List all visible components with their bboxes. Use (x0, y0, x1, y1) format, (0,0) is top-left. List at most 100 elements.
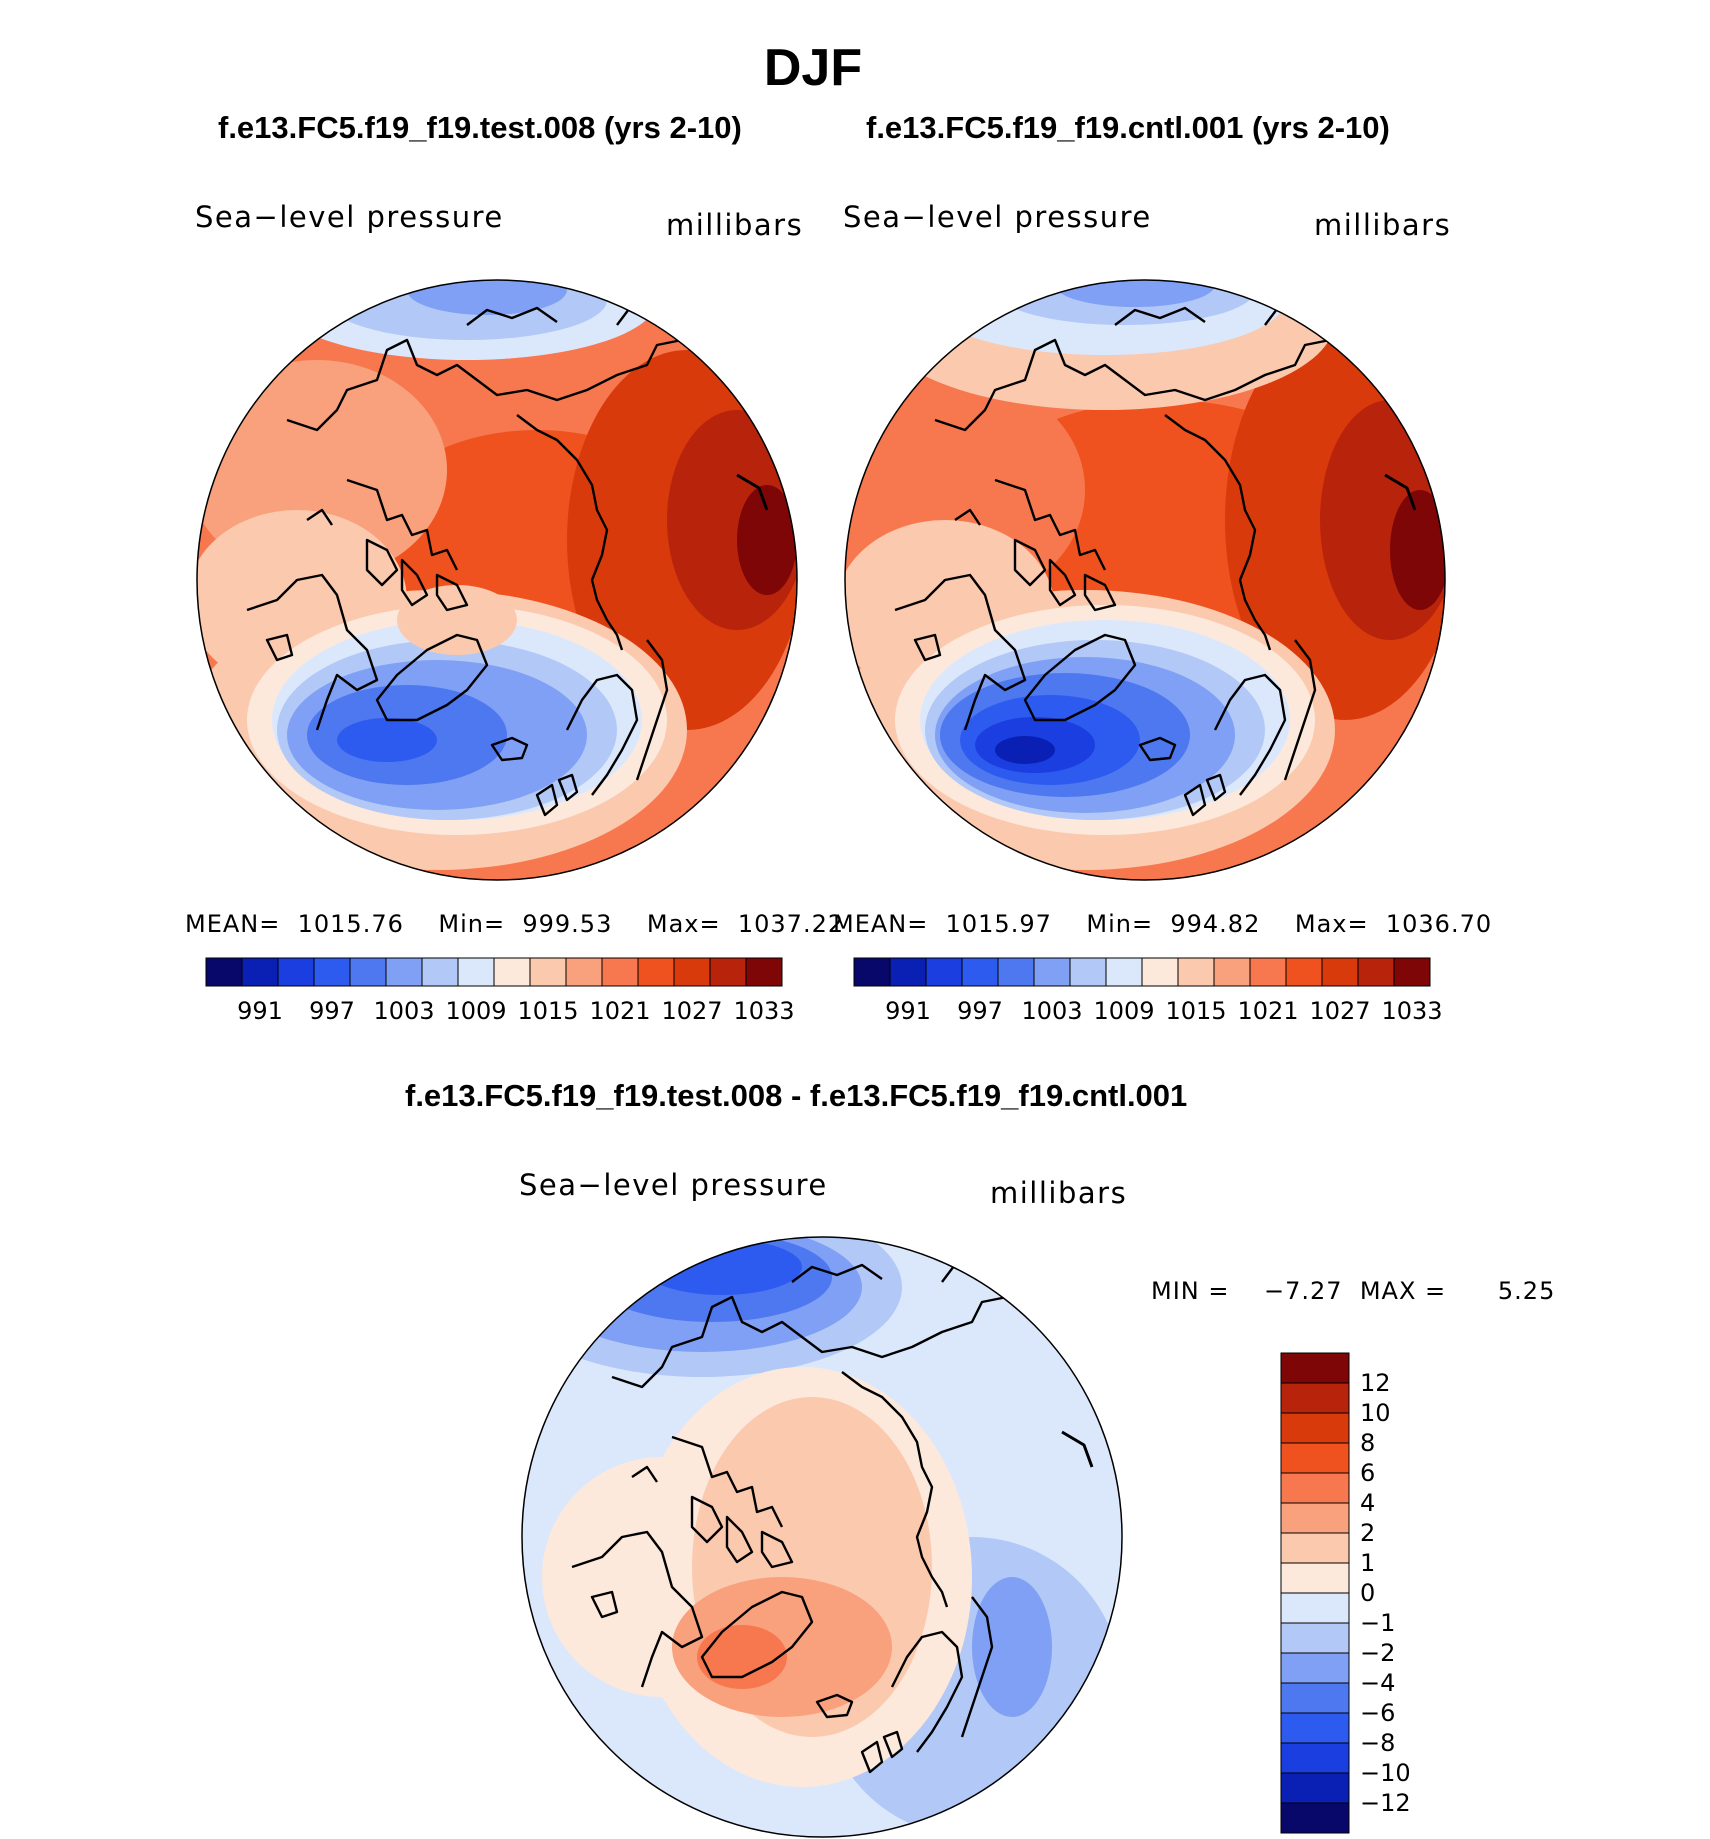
colorbar-tick-label: 991 (885, 997, 931, 1025)
colorbar-swatch (385, 957, 423, 987)
mean-value: 1015.76 (297, 910, 404, 938)
colorbar-tick-label: −6 (1360, 1699, 1396, 1727)
colorbar-swatch (601, 957, 639, 987)
max-value: 1036.70 (1385, 910, 1493, 938)
colorbar-swatch (1280, 1502, 1350, 1534)
colorbar-swatch (961, 957, 999, 987)
min-value: 994.82 (1170, 910, 1261, 938)
difference-title: f.e13.FC5.f19_f19.test.008 - f.e13.FC5.f… (405, 1078, 1188, 1113)
map-boundary (521, 1236, 1123, 1838)
min-label: Min= (1086, 910, 1154, 938)
colorbar-swatch (673, 957, 711, 987)
colorbar-tick-label: 1003 (1021, 997, 1083, 1025)
colorbar-tick-label: 4 (1360, 1489, 1376, 1517)
colorbar-tick-label: 12 (1360, 1369, 1391, 1397)
units-label-test: millibars (666, 208, 804, 242)
colorbar-tick-label: 1033 (733, 997, 795, 1025)
colorbar-tick-label: 1027 (1309, 997, 1371, 1025)
min-value: 999.53 (522, 910, 613, 938)
colorbar-swatch (1177, 957, 1215, 987)
colorbar-swatch (241, 957, 279, 987)
colorbar-swatch (205, 957, 243, 987)
colorbar-tick-label: 991 (237, 997, 283, 1025)
colorbar-tick-label: 997 (957, 997, 1003, 1025)
colorbar-tick-label: 8 (1360, 1429, 1376, 1457)
colorbar-swatch (1280, 1562, 1350, 1594)
colorbar-tick-label: 6 (1360, 1459, 1376, 1487)
colorbar-swatch (565, 957, 603, 987)
colorbar-swatch (1280, 1712, 1350, 1744)
colorbar-swatch (1280, 1682, 1350, 1714)
colorbar-swatch (1280, 1412, 1350, 1444)
colorbar-swatch (637, 957, 675, 987)
colorbar-tick-label: 10 (1360, 1399, 1391, 1427)
colorbar-swatch (1213, 957, 1251, 987)
colorbar-swatch (1033, 957, 1071, 987)
min-label: MIN = (1151, 1277, 1230, 1305)
colorbar-tick-label: 1027 (661, 997, 723, 1025)
colorbar-swatch (1280, 1592, 1350, 1624)
map-boundary (196, 279, 798, 881)
polar-map-cntl (844, 279, 1446, 881)
colorbar-swatch (529, 957, 567, 987)
colorbar-swatch (1069, 957, 1107, 987)
colorbar-tick-label: 1009 (1093, 997, 1155, 1025)
colorbar-swatch (1280, 1742, 1350, 1774)
colorbar-tick-label: 1021 (1237, 997, 1299, 1025)
colorbar-swatch (853, 957, 891, 987)
colorbar-tick-label: −12 (1360, 1789, 1411, 1817)
colorbar-swatch (1280, 1772, 1350, 1804)
mean-label: MEAN= (185, 910, 281, 938)
colorbar-swatch (493, 957, 531, 987)
colorbar-swatch (1393, 957, 1431, 987)
colorbar-tick-label: 0 (1360, 1579, 1376, 1607)
stats-test: MEAN= 1015.76 Min= 999.53 Max= 1037.22 (185, 910, 844, 938)
panel-title-cntl: f.e13.FC5.f19_f19.cntl.001 (yrs 2-10) (866, 110, 1390, 145)
colorbar-swatch (1280, 1352, 1350, 1384)
colorbar-tick-label: −10 (1360, 1759, 1411, 1787)
min-label: Min= (438, 910, 506, 938)
map-field-test (197, 280, 797, 880)
min-value: −7.27 (1264, 1277, 1343, 1305)
colorbar-swatch (313, 957, 351, 987)
colorbar-swatch (457, 957, 495, 987)
colorbar-swatch (1141, 957, 1179, 987)
colorbar-tick-label: 1033 (1381, 997, 1443, 1025)
mean-value: 1015.97 (945, 910, 1052, 938)
colorbar-swatch (709, 957, 747, 987)
colorbar-swatch (1105, 957, 1143, 987)
colorbar-tick-label: 1009 (445, 997, 507, 1025)
colorbar-swatch (889, 957, 927, 987)
colorbar-tick-label: 997 (309, 997, 355, 1025)
colorbar-swatch (1280, 1532, 1350, 1564)
colorbar-swatch (1280, 1802, 1350, 1834)
colorbar-tick-label: 1015 (1165, 997, 1227, 1025)
stats-diff: MIN = −7.27 MAX = 5.25 (1151, 1277, 1555, 1305)
colorbar-swatch (1357, 957, 1395, 987)
colorbar-swatch (277, 957, 315, 987)
colorbar-tick-label: 1021 (589, 997, 651, 1025)
polar-map-diff (521, 1236, 1123, 1838)
colorbar-tick-label: −4 (1360, 1669, 1396, 1697)
map-field-cntl (845, 280, 1445, 880)
units-label-cntl: millibars (1314, 208, 1452, 242)
colorbar-swatch (925, 957, 963, 987)
colorbar-tick-label: −2 (1360, 1639, 1396, 1667)
polar-map-test (196, 279, 798, 881)
max-value: 1037.22 (737, 910, 845, 938)
colorbar-tick-label: 1 (1360, 1549, 1376, 1577)
colorbar-swatch (1280, 1652, 1350, 1684)
colorbar-swatch (1321, 957, 1359, 987)
colorbar-tick-label: 2 (1360, 1519, 1376, 1547)
figure-title: DJF (763, 39, 863, 97)
colorbar-tick-label: −1 (1360, 1609, 1396, 1637)
colorbar-swatch (997, 957, 1035, 987)
colorbar-swatch (1280, 1442, 1350, 1474)
colorbar-swatch (1249, 957, 1287, 987)
units-label-diff: millibars (990, 1176, 1128, 1210)
variable-label-cntl: Sea−level pressure (843, 200, 1152, 234)
mean-label: MEAN= (833, 910, 929, 938)
colorbar-swatch (421, 957, 459, 987)
colorbar-tick-label: 1015 (517, 997, 579, 1025)
colorbar-tick-label: 1003 (373, 997, 435, 1025)
